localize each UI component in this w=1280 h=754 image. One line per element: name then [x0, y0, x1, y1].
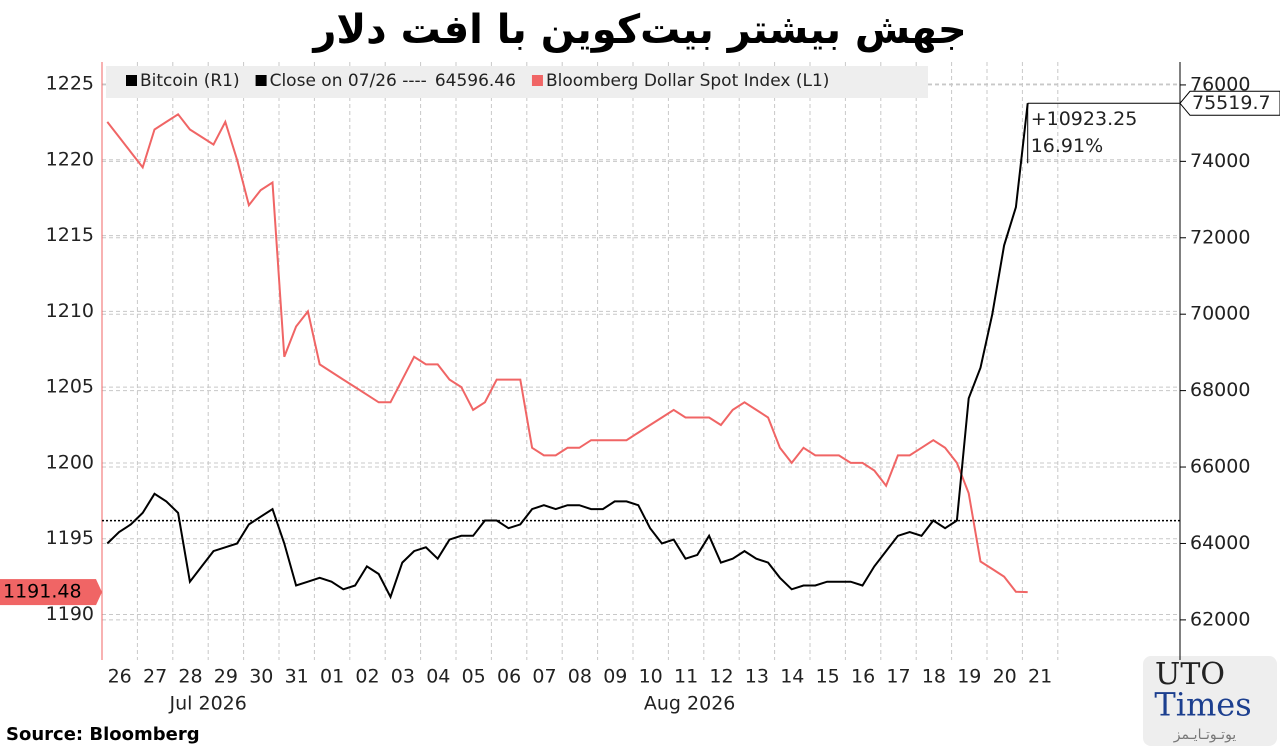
value-box — [96, 579, 102, 606]
y2-tick-label: 66000 — [1190, 456, 1250, 478]
y2-tick-label: 72000 — [1190, 226, 1250, 248]
value-label: 1191.48 — [3, 581, 82, 603]
annotation: +10923.25 — [1031, 108, 1138, 130]
y2-tick-label: 76000 — [1190, 73, 1250, 95]
y2-tick-label: 68000 — [1190, 379, 1250, 401]
x-tick-label: 14 — [780, 666, 804, 688]
y2-tick-label: 70000 — [1190, 303, 1250, 325]
legend-label: Bitcoin (R1) — [140, 71, 240, 91]
legend-swatch — [126, 75, 137, 86]
chart-title: جهش بیشتر بیت‌کوین با افت دلار — [311, 7, 966, 53]
y-tick-label: 1220 — [46, 148, 94, 170]
y-tick-label: 1215 — [46, 224, 94, 246]
x-tick-label: 15 — [816, 666, 840, 688]
x-tick-label: 17 — [886, 666, 910, 688]
annotation: 16.91% — [1031, 135, 1103, 157]
x-tick-label: 05 — [462, 666, 486, 688]
value-box — [1179, 90, 1280, 116]
x-tick-label: 12 — [709, 666, 733, 688]
series-line — [106, 103, 1029, 600]
series-line — [106, 112, 1028, 594]
x-tick-label: 20 — [993, 666, 1017, 688]
x-tick-label: 26 — [108, 666, 132, 688]
x-tick-label: 27 — [143, 666, 167, 688]
y-tick-label: 1210 — [46, 300, 94, 322]
x-tick-label: 31 — [285, 666, 309, 688]
value-label: 75519.7 — [1192, 92, 1271, 114]
x-tick-label: 18 — [922, 666, 946, 688]
y-tick-label: 1190 — [46, 603, 94, 625]
x-tick-label: 08 — [568, 666, 592, 688]
logo-text: UTO — [1155, 657, 1225, 692]
legend-swatch — [255, 75, 267, 86]
y2-tick-label: 64000 — [1190, 532, 1250, 554]
x-tick-label: 03 — [391, 666, 415, 688]
x-tick-label: 19 — [957, 666, 981, 688]
logo-box — [1143, 656, 1277, 746]
x-tick-label: 01 — [320, 666, 344, 688]
x-tick-label: 09 — [603, 666, 627, 688]
logo-text: Times — [1154, 686, 1251, 724]
x-tick-label: 06 — [497, 666, 521, 688]
x-tick-label: 02 — [355, 666, 379, 688]
x-tick-label: 28 — [178, 666, 202, 688]
y-tick-label: 1205 — [46, 376, 94, 398]
x-tick-label: 07 — [532, 666, 556, 688]
y-tick-label: 1195 — [46, 527, 94, 549]
x-tick-label: 10 — [639, 666, 663, 688]
legend-box — [106, 66, 928, 98]
x-tick-label: 21 — [1028, 666, 1052, 688]
x-month-label: Jul 2026 — [169, 693, 247, 715]
y2-tick-label: 74000 — [1190, 150, 1250, 172]
logo-text: یوتـوتـایـمز — [1173, 727, 1237, 743]
y-tick-label: 1200 — [46, 451, 94, 473]
x-tick-label: 30 — [249, 666, 273, 688]
x-tick-label: 29 — [214, 666, 238, 688]
y-tick-label: 1225 — [46, 72, 94, 94]
legend-label: Bloomberg Dollar Spot Index (L1) — [546, 71, 829, 91]
x-month-label: Aug 2026 — [644, 693, 736, 715]
legend-label: 64596.46 — [435, 71, 516, 91]
y2-tick-label: 62000 — [1190, 608, 1250, 630]
x-tick-label: 16 — [851, 666, 875, 688]
value-box — [0, 579, 96, 606]
x-tick-label: 11 — [674, 666, 698, 688]
legend-label: Close on 07/26 ---- — [270, 71, 427, 91]
legend-swatch — [531, 75, 543, 86]
x-tick-label: 04 — [426, 666, 450, 688]
source: Source: Bloomberg — [6, 724, 200, 745]
x-tick-label: 13 — [745, 666, 769, 688]
